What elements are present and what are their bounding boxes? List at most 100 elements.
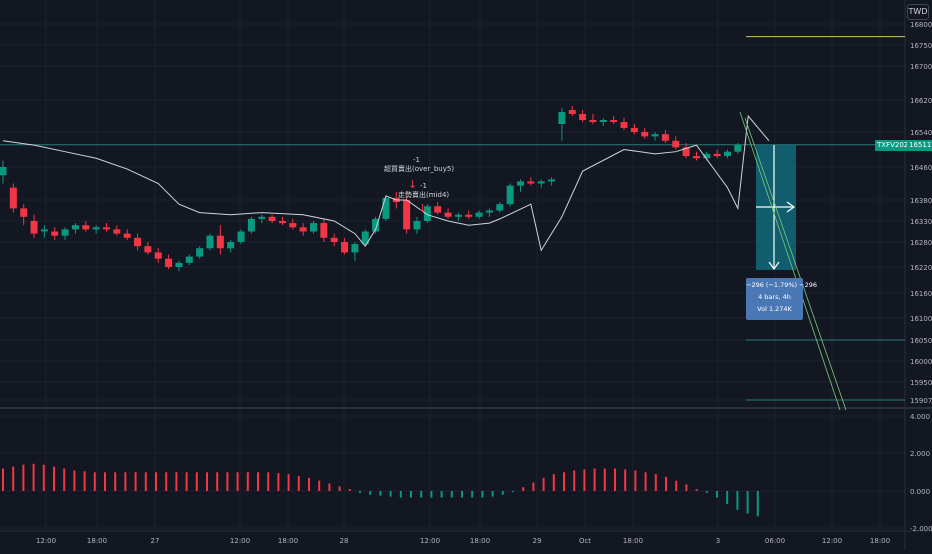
oscillator-bar <box>257 472 259 491</box>
oscillator-bar <box>155 472 157 491</box>
oscillator-bar <box>195 472 198 491</box>
oscillator-bar <box>328 483 331 491</box>
candle-body <box>589 120 597 122</box>
oscillator-bar <box>644 472 647 491</box>
time-axis[interactable]: 12:00 18:00 27 12:00 18:00 28 12:00 18:00 29 Oct 1… <box>36 537 890 545</box>
candle-body <box>310 223 317 232</box>
oscillator-bar <box>665 476 667 491</box>
candle-body <box>630 128 638 132</box>
oscillator-bar <box>563 472 565 491</box>
oscillator-bar <box>165 472 168 491</box>
oscillator-bar <box>746 491 749 514</box>
oscillator-bar <box>512 491 514 492</box>
oscillator-bar <box>114 472 117 491</box>
price-axis-label: 16620 <box>910 97 932 105</box>
price-axis-label: 15907 <box>910 397 932 405</box>
price-axis-label: 16330 <box>910 218 932 226</box>
oscillator-bar <box>42 464 45 491</box>
price-axis-label: 16460 <box>910 164 932 172</box>
oscillator-bar <box>226 472 229 491</box>
oscillator-bar <box>22 464 25 491</box>
candle-body <box>692 156 700 159</box>
candle-body <box>82 225 90 230</box>
candle-body <box>403 200 411 230</box>
time-axis-label: 3 <box>716 537 720 545</box>
symbol-tag: TXFV2023 <box>875 140 915 151</box>
measure-volume: Vol 1.274K <box>757 305 792 313</box>
measure-right-arrowhead <box>786 201 796 213</box>
time-axis-label: 28 <box>340 537 349 545</box>
time-axis-label: 12:00 <box>822 537 842 545</box>
candle-body <box>196 248 204 257</box>
oscillator-bar <box>267 472 270 491</box>
oscillator-bar <box>308 477 310 491</box>
oscillator-axis-label: 0.000 <box>910 488 930 496</box>
candle-body <box>289 223 297 228</box>
oscillator-bar <box>491 491 494 497</box>
candle-body <box>724 151 731 157</box>
candle-body <box>20 208 28 217</box>
oscillator-bar <box>277 473 280 491</box>
oscillator-bar <box>593 468 596 491</box>
oscillator-bar <box>705 491 708 493</box>
time-axis-label: 18:00 <box>87 537 107 545</box>
oscillator-bar <box>144 472 147 491</box>
oscillator-bar <box>440 491 443 498</box>
candle-body <box>527 181 535 184</box>
oscillator-bar <box>124 472 127 491</box>
signal-1-arrow: ↓ <box>408 178 417 191</box>
candle-body <box>372 218 380 232</box>
time-axis-label: Oct <box>579 537 591 545</box>
oscillator-bar <box>410 491 412 498</box>
currency-badge[interactable]: TWD <box>907 4 929 20</box>
candle-body <box>175 262 183 267</box>
oscillator-bar <box>614 468 616 491</box>
time-axis-label: 18:00 <box>278 537 298 545</box>
oscillator-bar <box>2 468 4 491</box>
oscillator-bar <box>532 482 535 491</box>
candle-body <box>713 153 721 157</box>
candle-body <box>258 216 266 219</box>
oscillator-histogram <box>2 463 759 517</box>
candle-body <box>144 246 152 253</box>
candle-body <box>71 225 79 230</box>
trend-line <box>744 117 847 411</box>
oscillator-bar <box>675 480 678 491</box>
oscillator-bar <box>501 491 504 495</box>
measure-info-box: −296 (−1.79%) −296 4 bars, 4h Vol 1.274K <box>746 278 817 320</box>
candle-body <box>579 114 587 120</box>
oscillator-bar <box>716 491 718 498</box>
indicator-polyline <box>2 114 770 252</box>
trend-line <box>739 111 841 411</box>
oscillator-bar <box>695 489 698 491</box>
candle-body <box>278 221 286 224</box>
candle-body <box>672 140 680 148</box>
oscillator-bar <box>287 474 290 491</box>
oscillator-bar <box>481 491 484 498</box>
oscillator-bar <box>93 472 96 491</box>
candle-body <box>320 223 328 238</box>
time-axis-label: 18:00 <box>870 537 890 545</box>
price-axis-label: 16000 <box>910 358 932 366</box>
candle-body <box>247 218 255 232</box>
time-axis-label: 12:00 <box>420 537 440 545</box>
price-axis-label: 15950 <box>910 379 932 387</box>
trend-lines[interactable] <box>739 111 847 411</box>
oscillator-axis[interactable]: 4.000 2.000 0.000 -2.000 <box>910 413 932 533</box>
candle-body <box>227 242 235 249</box>
candle-body <box>382 197 390 219</box>
price-axis-label: 16700 <box>910 63 932 71</box>
candle-body <box>134 237 142 247</box>
oscillator-bar <box>471 491 474 498</box>
oscillator-bar <box>522 487 525 491</box>
time-axis-label: 27 <box>151 537 160 545</box>
signal-2-arrow: ↓ <box>418 202 427 215</box>
oscillator-bar <box>32 463 35 491</box>
price-axis[interactable]: 16800 16750 16700 16620 16540 16460 16380 16330… <box>910 21 932 405</box>
candle-body <box>599 120 607 122</box>
candle-body <box>651 134 659 137</box>
oscillator-bar <box>430 491 433 498</box>
